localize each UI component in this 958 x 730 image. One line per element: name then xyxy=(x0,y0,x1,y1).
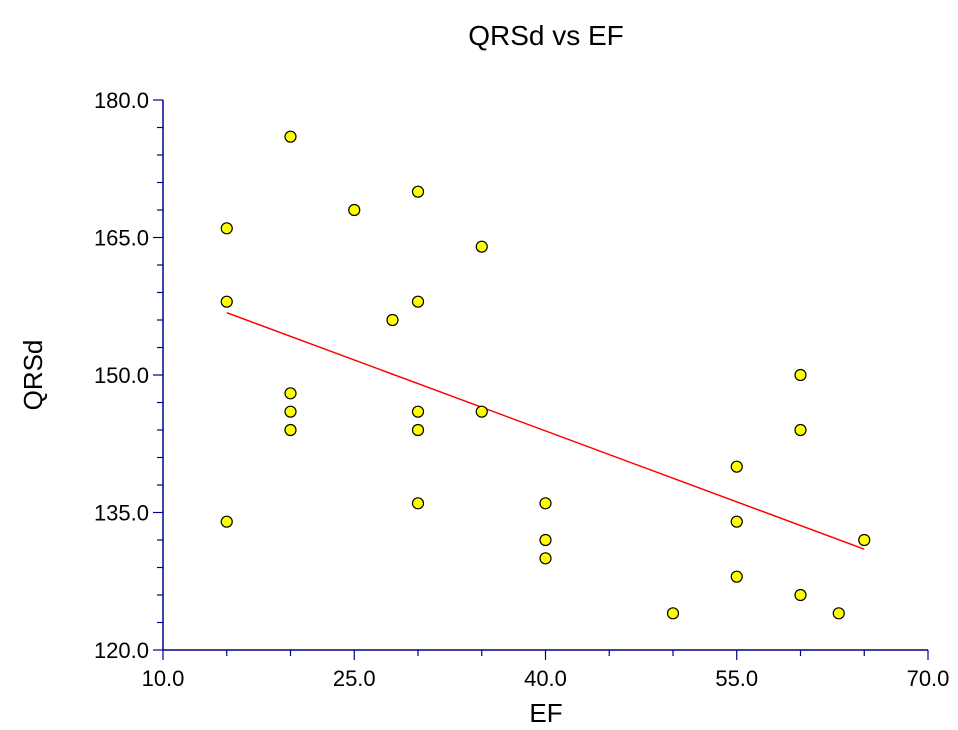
data-point xyxy=(411,423,425,437)
data-point xyxy=(730,570,743,583)
x-tick-label: 70.0 xyxy=(907,666,950,691)
data-point xyxy=(220,295,233,308)
data-point xyxy=(539,552,552,565)
data-point xyxy=(220,515,233,528)
y-tick-label: 120.0 xyxy=(94,638,149,663)
data-point xyxy=(284,405,297,418)
data-point xyxy=(794,423,807,437)
x-axis-label: EF xyxy=(529,698,562,728)
data-point xyxy=(220,222,233,235)
regression-line xyxy=(226,311,865,550)
y-tick-label: 135.0 xyxy=(94,501,149,526)
data-point xyxy=(411,185,425,198)
data-point xyxy=(539,533,552,547)
chart-title: QRSd vs EF xyxy=(468,20,624,51)
data-point xyxy=(386,313,399,327)
data-point xyxy=(348,203,361,217)
data-point xyxy=(794,588,807,602)
data-point xyxy=(858,533,871,547)
data-point xyxy=(730,460,743,473)
x-tick-label: 55.0 xyxy=(715,666,758,691)
data-point xyxy=(730,515,743,528)
data-point xyxy=(284,387,297,400)
regression-line-layer xyxy=(226,311,865,550)
y-axis-label: QRSd xyxy=(18,340,48,411)
data-point xyxy=(832,607,845,620)
y-tick-label: 180.0 xyxy=(94,88,149,113)
data-point xyxy=(794,368,807,382)
axes xyxy=(162,100,928,651)
x-tick-label: 10.0 xyxy=(142,666,185,691)
data-point xyxy=(475,405,488,418)
data-point xyxy=(475,240,488,253)
x-tick-label: 40.0 xyxy=(524,666,567,691)
data-point xyxy=(411,497,425,510)
y-tick-label: 165.0 xyxy=(94,226,149,251)
x-tick-label: 25.0 xyxy=(333,666,376,691)
data-point xyxy=(666,607,680,620)
data-point xyxy=(411,405,425,418)
data-point xyxy=(539,497,552,510)
data-point xyxy=(411,295,425,308)
y-tick-label: 150.0 xyxy=(94,363,149,388)
tick-labels: 120.0 135.0 150.0 165.0 180.0 10.0 25.0 40.0 55.… xyxy=(94,88,949,691)
points-layer xyxy=(220,130,871,620)
data-point xyxy=(284,130,297,143)
ticks xyxy=(153,99,929,660)
data-point xyxy=(284,423,297,437)
